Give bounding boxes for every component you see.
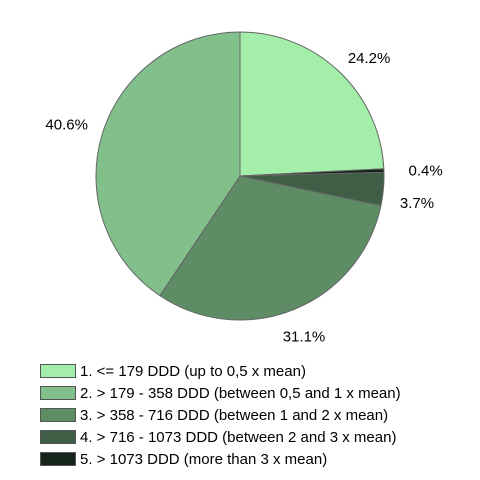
legend-item-5: 5. > 1073 DDD (more than 3 x mean) <box>40 448 401 470</box>
legend-swatch-1 <box>40 364 76 378</box>
legend-swatch-5 <box>40 452 76 466</box>
legend-item-1: 1. <= 179 DDD (up to 0,5 x mean) <box>40 360 401 382</box>
slice-value-label-1: 24.2% <box>348 50 391 67</box>
legend: 1. <= 179 DDD (up to 0,5 x mean) 2. > 17… <box>40 360 401 470</box>
pie-slice-1 <box>239 31 385 177</box>
slice-value-label-2: 0.4% <box>408 162 442 179</box>
legend-item-2: 2. > 179 - 358 DDD (between 0,5 and 1 x … <box>40 382 401 404</box>
pie-svg: 24.2% 0.4% 3.7% 31.1% 40.6% <box>45 31 443 345</box>
slice-value-label-5: 40.6% <box>45 117 88 134</box>
legend-swatch-3 <box>40 408 76 422</box>
slice-value-label-3: 3.7% <box>400 195 434 212</box>
legend-item-4: 4. > 716 - 1073 DDD (between 2 and 3 x m… <box>40 426 401 448</box>
legend-label-2: 2. > 179 - 358 DDD (between 0,5 and 1 x … <box>80 384 401 402</box>
legend-item-3: 3. > 358 - 716 DDD (between 1 and 2 x me… <box>40 404 401 426</box>
legend-label-5: 5. > 1073 DDD (more than 3 x mean) <box>80 450 328 468</box>
legend-swatch-2 <box>40 386 76 400</box>
pie-slice-5 <box>95 31 241 297</box>
legend-label-3: 3. > 358 - 716 DDD (between 1 and 2 x me… <box>80 406 389 424</box>
pie-slice-4 <box>159 175 382 321</box>
legend-label-4: 4. > 716 - 1073 DDD (between 2 and 3 x m… <box>80 428 397 446</box>
legend-swatch-4 <box>40 430 76 444</box>
legend-label-1: 1. <= 179 DDD (up to 0,5 x mean) <box>80 362 306 380</box>
slice-value-label-4: 31.1% <box>283 328 326 345</box>
